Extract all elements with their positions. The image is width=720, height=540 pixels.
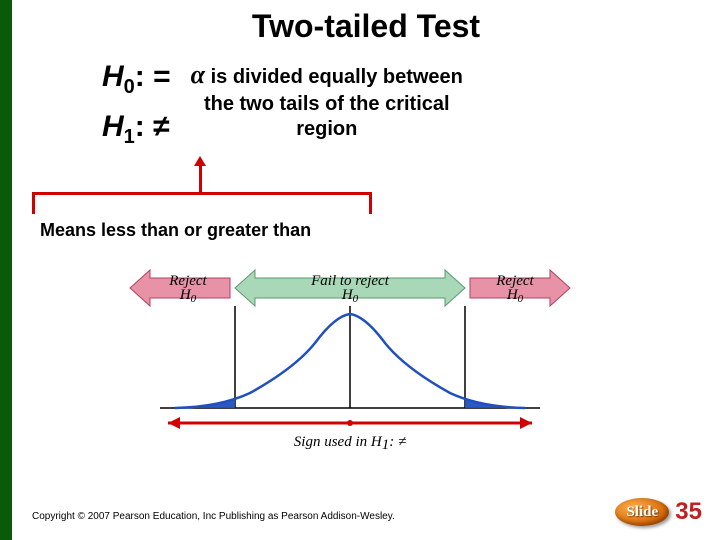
h1-sub: 1 [124,126,135,148]
h0-sub: 0 [124,76,135,98]
copyright-footer: Copyright © 2007 Pearson Education, Inc … [32,511,395,522]
sign-label: Sign used in H1: ≠ [294,434,406,453]
explain-line3: region [296,118,357,140]
slide-oval-icon: Slide [615,498,669,526]
h0-var: H [102,60,124,93]
h0: H0: = [102,53,171,103]
red-arrow-left-head [168,417,180,429]
callout-bracket [32,192,372,214]
callout-arrow-icon [199,162,202,194]
hypotheses-block: H0: = H1: ≠ α is divided equally between… [102,53,700,153]
h1-tail: : ≠ [135,110,170,143]
h1-var: H [102,110,124,143]
alpha-symbol: α [191,60,205,89]
page-title: Two-tailed Test [32,8,700,45]
distribution-diagram: Reject H0 Fail to reject H0 Reject H0 Si… [120,258,580,458]
red-arrow-origin [347,420,353,426]
h1: H1: ≠ [102,103,171,153]
hypotheses-symbols: H0: = H1: ≠ [102,53,171,153]
alpha-explanation: α is divided equally between the two tai… [191,59,463,142]
h0-tail: : = [135,60,171,93]
means-caption: Means less than or greater than [40,220,311,241]
slide-badge: Slide 35 [615,498,702,526]
slide-number: 35 [675,498,702,526]
explain-line2: the two tails of the critical [204,93,450,115]
explain-line1: is divided equally between [205,66,463,88]
red-arrow-right-head [520,417,532,429]
